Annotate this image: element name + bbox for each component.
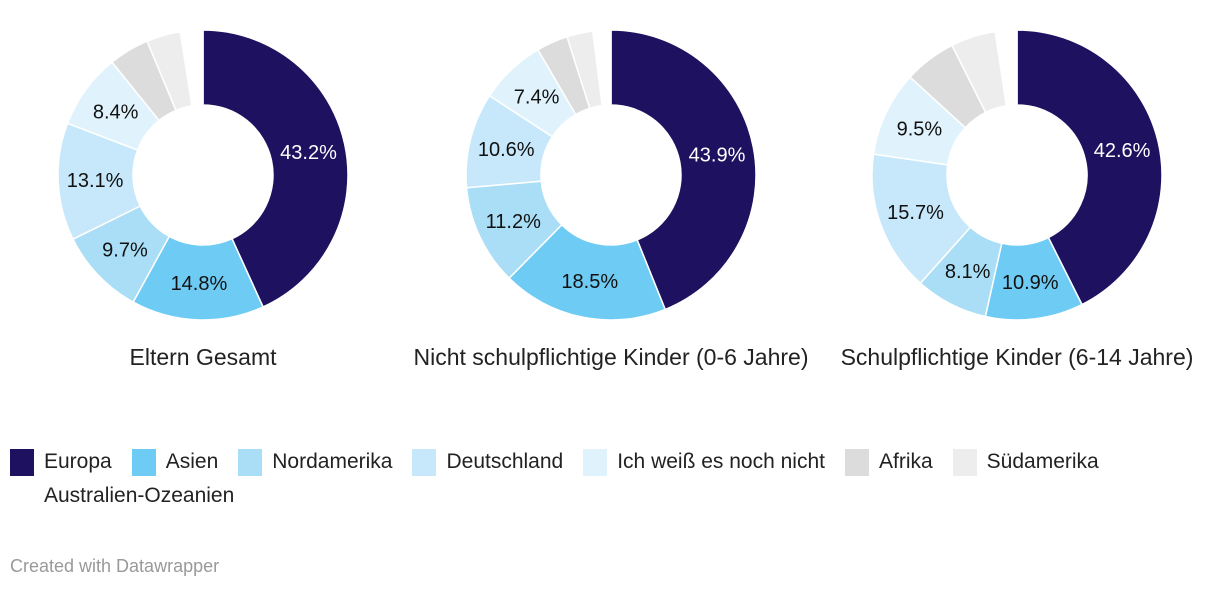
slice-europa <box>202 29 349 308</box>
slice-deutschland <box>871 153 972 285</box>
legend-label: Afrika <box>878 450 933 473</box>
slice-label: 14.8% <box>171 273 228 295</box>
slice-label: 13.1% <box>67 170 124 192</box>
legend-item-nordamerika: Nordamerika <box>238 448 392 476</box>
footer-credit: Created with Datawrapper <box>10 556 220 576</box>
legend-swatch <box>844 448 869 476</box>
legend-item-europa: Europa <box>10 448 112 476</box>
chart-title-1: Eltern Gesamt <box>129 344 277 370</box>
legend-label: Südamerika <box>986 450 1099 473</box>
slice-australien-ozeanien <box>591 29 612 107</box>
slice-asien <box>508 223 667 321</box>
legend-item-afrika: Afrika <box>844 448 933 476</box>
legend-swatch <box>952 448 977 476</box>
slice-label: 18.5% <box>561 271 618 293</box>
legend-swatch <box>10 482 34 510</box>
slice-label: 9.5% <box>897 119 943 141</box>
slice-label: 42.6% <box>1094 140 1151 162</box>
legend-label: Deutschland <box>446 450 564 473</box>
slice-europa <box>610 29 757 311</box>
legend-swatch <box>238 448 263 476</box>
legend-label: Australien-Ozeanien <box>44 484 235 507</box>
legend-swatch <box>10 448 34 476</box>
slice-australien-ozeanien <box>994 29 1018 107</box>
slice-label: 8.4% <box>93 102 139 124</box>
slice-label: 11.2% <box>486 211 541 233</box>
slice-label: 7.4% <box>514 87 560 109</box>
slice-label: 10.6% <box>478 139 535 161</box>
slice-label: 9.7% <box>102 240 148 262</box>
slice-label: 43.9% <box>689 144 746 166</box>
legend-item-asien: Asien <box>131 448 219 476</box>
slice-label: 43.2% <box>280 142 337 164</box>
legend-item-deutschland: Deutschland <box>412 448 563 476</box>
legend-item-suedamerika: Südamerika <box>952 448 1099 476</box>
slice-europa <box>1016 29 1163 306</box>
legend-label: Nordamerika <box>272 450 393 473</box>
legend-item-australien: Australien-Ozeanien <box>10 482 234 510</box>
slice-label: 15.7% <box>887 202 944 224</box>
legend-label: Ich weiß es noch nicht <box>617 450 825 473</box>
legend-swatch <box>131 448 156 476</box>
slice-label: 10.9% <box>1002 272 1059 294</box>
chart-title-3: Schulpflichtige Kinder (6-14 Jahre) <box>840 344 1194 370</box>
legend: Europa Asien Nordamerika Deutschland Ich… <box>10 448 1220 510</box>
legend-label: Europa <box>44 450 112 473</box>
donut-charts: 43.2% 14.8% 9.7% 13.1% 8.4% 43.9% 18.5% 11.2% 10… <box>57 29 1163 321</box>
slice-label: 8.1% <box>945 261 991 283</box>
slice-australien-ozeanien <box>179 29 204 107</box>
chart-title-2: Nicht schulpflichtige Kinder (0-6 Jahre) <box>413 344 809 370</box>
legend-label: Asien <box>165 450 219 473</box>
legend-swatch <box>412 448 437 476</box>
legend-item-unknown: Ich weiß es noch nicht <box>583 448 825 476</box>
legend-swatch <box>583 448 608 476</box>
